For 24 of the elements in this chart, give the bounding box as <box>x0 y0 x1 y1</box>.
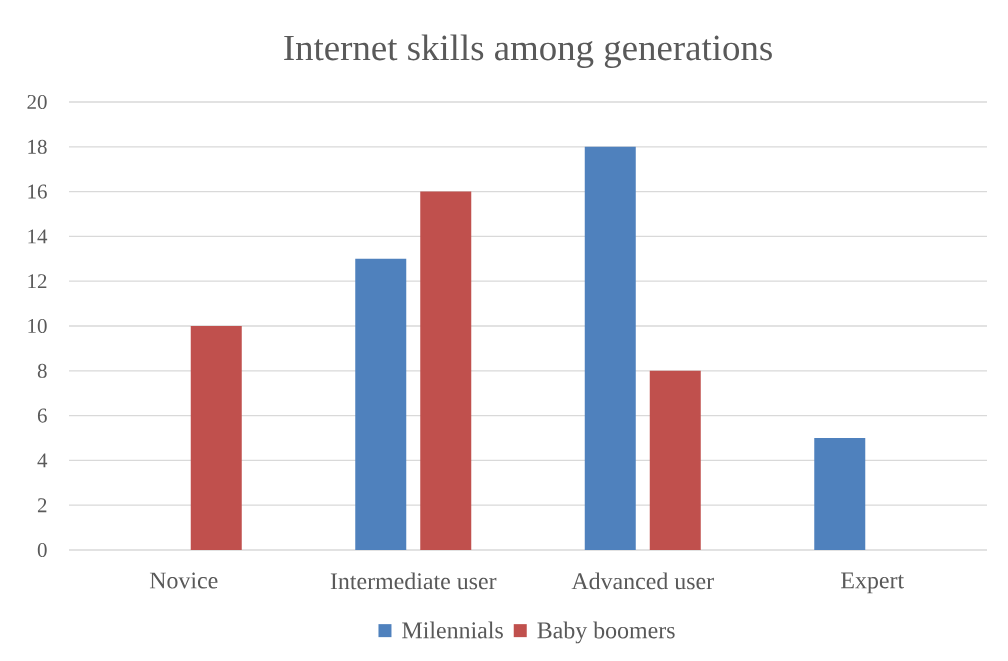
legend-label: Baby boomers <box>537 621 675 644</box>
bar <box>420 191 472 550</box>
y-tick-label: 14 <box>28 229 48 244</box>
y-tick-label: 10 <box>28 318 47 334</box>
bar <box>814 438 866 550</box>
bar <box>190 326 242 550</box>
y-tick-label: 8 <box>37 363 47 378</box>
bar <box>649 370 701 550</box>
y-tick-label: 4 <box>37 453 48 468</box>
bar <box>355 258 407 550</box>
y-tick-label: 12 <box>28 274 47 289</box>
y-tick-label: 20 <box>27 94 47 110</box>
y-tick-label: 6 <box>37 408 47 423</box>
x-tick-label: Advanced user <box>571 572 714 590</box>
bar <box>584 146 636 550</box>
legend-label: Milennials <box>402 621 503 639</box>
y-tick-label: 0 <box>37 542 47 558</box>
x-tick-label: Novice <box>149 572 218 589</box>
chart-title: Internet skills among generations <box>284 34 772 68</box>
x-tick-label: Intermediate user <box>330 572 497 590</box>
y-tick-label: 16 <box>28 184 47 199</box>
x-tick-label: Expert <box>841 572 904 594</box>
y-tick-label: 18 <box>28 139 47 154</box>
y-tick-label: 2 <box>37 498 47 513</box>
